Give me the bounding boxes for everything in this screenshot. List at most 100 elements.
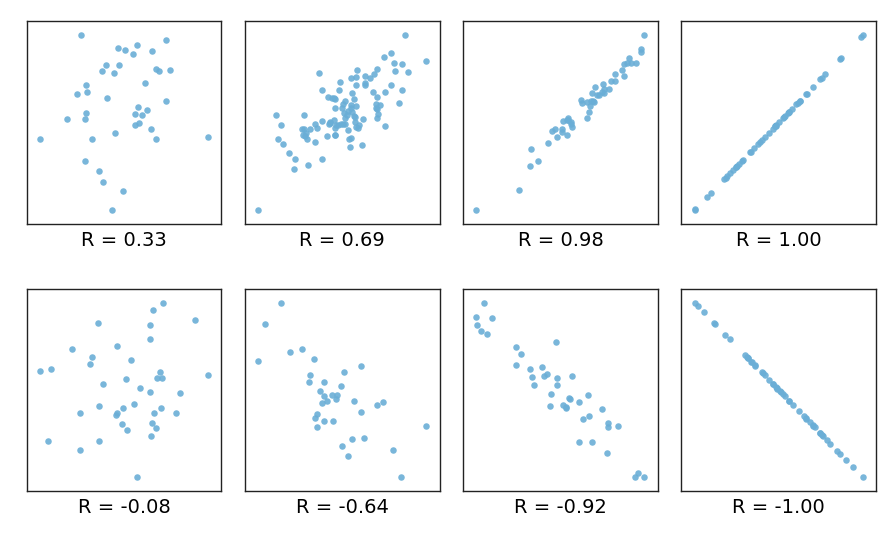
- Point: [100, 94, 114, 103]
- Point: [337, 109, 351, 117]
- Point: [805, 421, 820, 429]
- Point: [604, 77, 619, 85]
- Point: [389, 66, 403, 75]
- Point: [347, 397, 361, 406]
- Point: [131, 103, 145, 112]
- Point: [145, 419, 159, 427]
- Point: [602, 85, 616, 93]
- Point: [540, 370, 554, 378]
- Point: [343, 143, 358, 151]
- Point: [856, 473, 870, 482]
- Point: [394, 473, 408, 482]
- Point: [696, 308, 711, 316]
- Point: [596, 88, 611, 97]
- Point: [548, 124, 562, 133]
- Point: [524, 145, 538, 153]
- Point: [723, 335, 737, 343]
- Point: [624, 59, 638, 67]
- Point: [575, 415, 589, 423]
- Point: [343, 103, 358, 112]
- Point: [326, 417, 340, 425]
- Point: [363, 74, 377, 83]
- Point: [138, 79, 152, 88]
- Point: [274, 299, 289, 307]
- Point: [327, 93, 341, 102]
- Point: [813, 75, 827, 84]
- Point: [315, 85, 329, 94]
- Point: [327, 104, 342, 112]
- Point: [560, 115, 574, 124]
- Point: [799, 90, 813, 98]
- Point: [620, 59, 634, 68]
- Point: [560, 116, 574, 124]
- Point: [719, 174, 733, 182]
- Point: [116, 187, 130, 195]
- Point: [140, 106, 154, 114]
- X-axis label: R = 0.33: R = 0.33: [81, 231, 167, 250]
- Point: [371, 110, 385, 119]
- Point: [352, 121, 366, 129]
- Point: [560, 131, 574, 139]
- Point: [143, 431, 158, 440]
- Point: [815, 430, 829, 439]
- Point: [590, 91, 604, 100]
- Point: [523, 365, 537, 373]
- Point: [128, 121, 142, 129]
- Point: [773, 388, 788, 396]
- Point: [743, 147, 758, 156]
- Point: [628, 59, 643, 67]
- Point: [323, 117, 337, 126]
- Point: [756, 369, 770, 378]
- Point: [33, 135, 47, 143]
- Point: [634, 45, 648, 53]
- Point: [510, 342, 524, 351]
- Point: [347, 112, 361, 121]
- Point: [149, 134, 163, 143]
- Point: [327, 131, 342, 139]
- Point: [310, 422, 324, 431]
- Point: [173, 389, 188, 397]
- Point: [301, 161, 315, 169]
- Point: [296, 110, 311, 119]
- Point: [768, 122, 782, 130]
- Point: [793, 97, 807, 105]
- Point: [120, 425, 135, 434]
- Point: [601, 422, 615, 431]
- Point: [155, 374, 169, 382]
- Point: [572, 398, 586, 406]
- Point: [386, 446, 400, 454]
- Point: [622, 54, 636, 62]
- Point: [541, 139, 555, 147]
- Point: [585, 89, 599, 98]
- Point: [331, 121, 345, 129]
- Point: [355, 141, 369, 150]
- Point: [96, 177, 111, 186]
- Point: [358, 81, 373, 90]
- Point: [545, 127, 559, 136]
- Point: [349, 81, 363, 90]
- Point: [373, 100, 388, 109]
- Point: [83, 359, 97, 368]
- Point: [691, 302, 705, 311]
- Point: [274, 121, 289, 129]
- Point: [738, 351, 752, 359]
- Point: [127, 400, 142, 409]
- Point: [341, 106, 355, 115]
- Point: [550, 132, 564, 141]
- Point: [556, 116, 570, 125]
- Point: [839, 456, 853, 465]
- Point: [525, 373, 539, 381]
- Point: [557, 400, 571, 409]
- Point: [201, 371, 215, 379]
- Point: [596, 80, 610, 88]
- Point: [345, 435, 359, 444]
- Point: [723, 169, 737, 177]
- Point: [595, 405, 609, 413]
- Point: [335, 442, 350, 450]
- Point: [344, 74, 358, 83]
- Point: [729, 162, 743, 171]
- Point: [778, 112, 792, 120]
- Point: [366, 88, 381, 97]
- Point: [753, 138, 767, 146]
- Point: [805, 83, 820, 92]
